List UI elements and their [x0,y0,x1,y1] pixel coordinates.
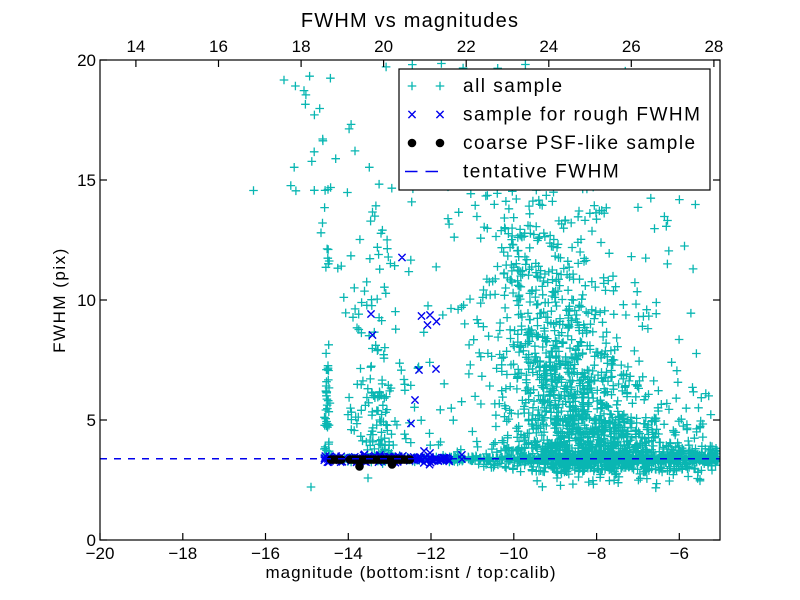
svg-text:20: 20 [374,37,393,56]
svg-text:FWHM vs magnitudes: FWHM vs magnitudes [301,10,519,32]
svg-text:−12: −12 [417,544,446,563]
svg-text:magnitude (bottom:isnt / top:c: magnitude (bottom:isnt / top:calib) [265,563,556,582]
svg-text:18: 18 [292,37,311,56]
svg-text:FWHM (pix): FWHM (pix) [50,247,69,353]
svg-text:−18: −18 [168,544,197,563]
svg-text:5: 5 [87,411,96,430]
svg-text:tentative FWHM: tentative FWHM [463,162,620,183]
svg-text:20: 20 [77,51,96,70]
svg-text:−20: −20 [86,544,115,563]
svg-text:14: 14 [126,37,145,56]
svg-text:24: 24 [539,37,558,56]
svg-text:22: 22 [457,37,476,56]
svg-text:sample for rough FWHM: sample for rough FWHM [463,105,701,126]
svg-text:26: 26 [622,37,641,56]
svg-text:15: 15 [77,171,96,190]
svg-text:0: 0 [87,531,96,550]
svg-text:−10: −10 [499,544,528,563]
svg-text:10: 10 [77,291,96,310]
svg-text:−8: −8 [587,544,606,563]
svg-text:−16: −16 [251,544,280,563]
svg-text:28: 28 [704,37,723,56]
svg-text:−14: −14 [334,544,363,563]
svg-text:coarse PSF-like sample: coarse PSF-like sample [463,133,697,154]
svg-text:−6: −6 [670,544,689,563]
svg-text:all sample: all sample [463,76,564,97]
svg-text:16: 16 [209,37,228,56]
